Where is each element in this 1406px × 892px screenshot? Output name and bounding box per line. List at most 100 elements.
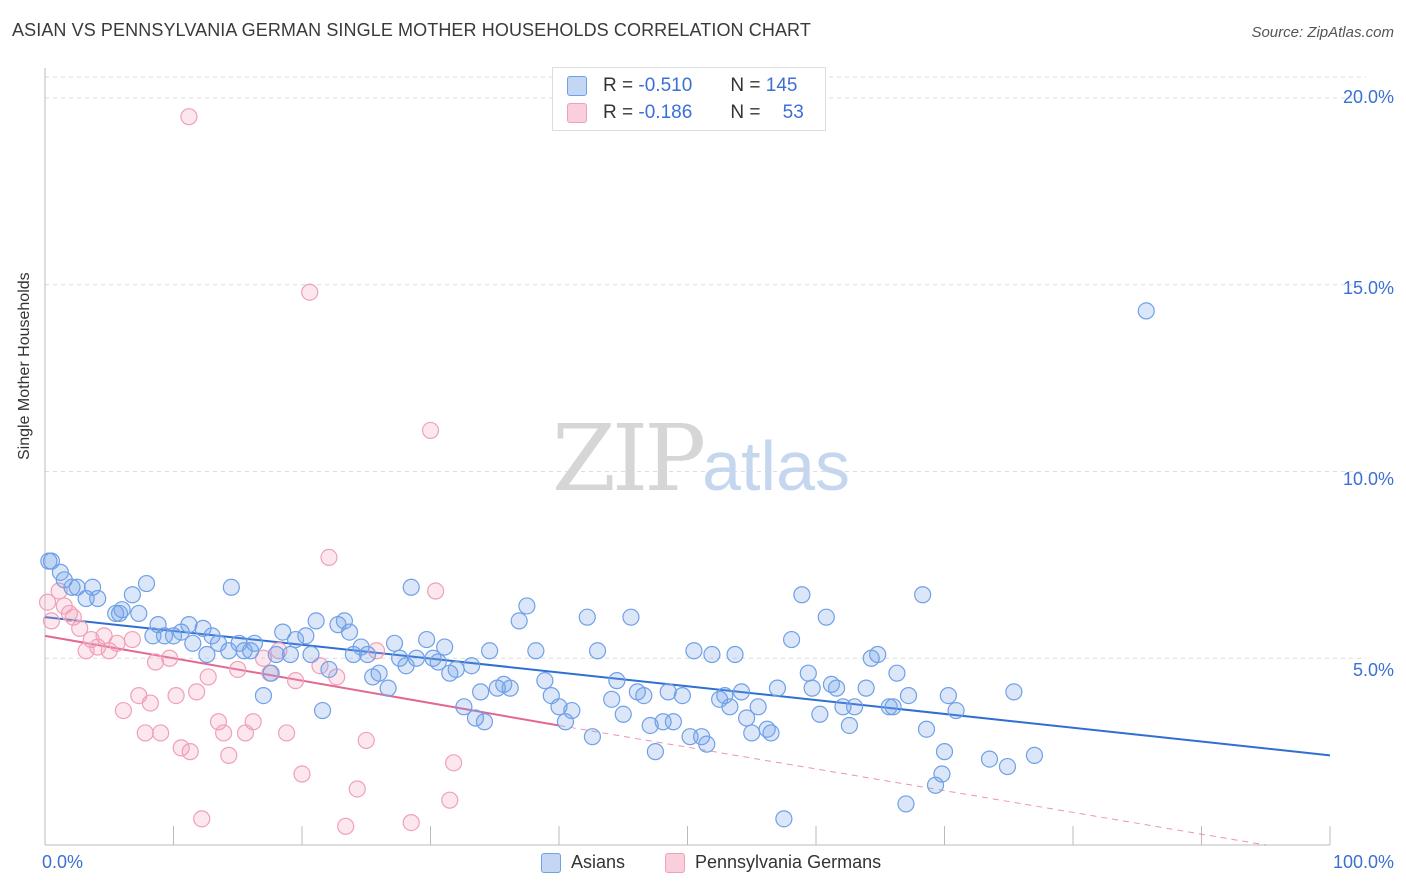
asian-trend-line [44, 616, 1331, 757]
asian-point [935, 743, 954, 761]
asian-n-value: 145 [765, 75, 798, 96]
penn-german-point [337, 817, 355, 835]
penn-german-point [445, 754, 463, 772]
asian-point [799, 664, 817, 682]
asian-point [184, 634, 202, 652]
penn-german-point [277, 724, 296, 742]
penn-german-point [181, 743, 199, 761]
asian-point [455, 698, 473, 716]
asian-point [358, 645, 377, 664]
asian-point [845, 698, 864, 716]
asian-n-label: N = [730, 75, 761, 96]
penn-german-point [209, 713, 228, 731]
asian-point [510, 612, 528, 630]
asian-point [869, 645, 887, 664]
penn-german-point [293, 765, 311, 783]
asian-point [379, 679, 397, 697]
penn-legend-swatch [665, 852, 685, 873]
asian-point [83, 578, 102, 596]
penn-german-point [172, 739, 190, 757]
penn-legend-label: Pennsylvania Germans [695, 852, 882, 872]
asian-point [267, 645, 285, 664]
watermark: ZIPatlas [552, 405, 850, 512]
bottom-legend-penn: Pennsylvania Germans [665, 852, 881, 873]
penn-german-point [146, 653, 165, 671]
penn-german-point [427, 582, 445, 600]
asian-point [726, 645, 744, 664]
penn-german-point [441, 791, 459, 809]
y-tick-20: 20.0% [1342, 87, 1394, 107]
y-tick-15: 15.0% [1342, 278, 1394, 298]
penn-german-point [215, 724, 233, 742]
asian-point [603, 690, 621, 708]
asian-point [501, 679, 519, 697]
penn-german-point [357, 731, 375, 750]
penn-german-point [95, 627, 113, 645]
asian-point [320, 660, 338, 679]
asian-point [155, 627, 174, 645]
asian-point [914, 586, 932, 604]
asian-point [313, 701, 332, 720]
asian-point [664, 713, 682, 731]
penn-german-point [123, 630, 141, 649]
asian-point [245, 634, 264, 652]
penn-german-point [229, 660, 247, 679]
asian-point [917, 720, 936, 738]
watermark-atlas: atlas [702, 427, 851, 505]
penn-german-point [421, 421, 440, 440]
penn-trend-extension [558, 724, 1266, 846]
axes [44, 68, 1331, 846]
penn-german-point [167, 686, 185, 705]
asian-point [436, 638, 454, 656]
asian-point [817, 608, 835, 626]
asian-point [274, 623, 292, 641]
penn-german-point [38, 593, 57, 611]
penn-n-value: 53 [782, 102, 804, 123]
asian-point [811, 705, 829, 723]
asian-point [614, 705, 632, 723]
penn-german-point [193, 810, 211, 828]
asian-point [768, 679, 787, 697]
penn-german-point [301, 283, 319, 301]
asian-point [466, 709, 485, 727]
asian-point [947, 701, 965, 720]
penn-german-point [188, 683, 206, 701]
asian-point [762, 724, 780, 742]
asian-point [286, 630, 305, 649]
legend-row-asian: R = -0.510 N = 145 [567, 74, 797, 98]
asian-point [481, 642, 499, 660]
penn-german-point [50, 582, 68, 600]
y-axis-label: Single Mother Households [16, 272, 33, 460]
asian-point [281, 645, 300, 664]
penn-german-point [244, 713, 262, 731]
asian-point [980, 750, 999, 768]
asian-point [578, 608, 596, 626]
asian-point [123, 586, 141, 604]
asian-r-value: -0.510 [638, 75, 693, 96]
asian-legend-label: Asians [571, 852, 626, 872]
asian-point [472, 683, 490, 701]
penn-german-point [220, 746, 238, 764]
penn-german-point [254, 649, 273, 667]
grid-lines [45, 76, 1366, 659]
asian-point [939, 686, 957, 705]
asian-point [222, 578, 240, 596]
y-tick-5: 5.0% [1352, 660, 1394, 680]
penn-german-point [402, 813, 420, 832]
asian-point [262, 664, 280, 682]
asian-point [42, 552, 61, 570]
source-label: Source: ZipAtlas.com [1251, 24, 1394, 41]
asian-point [827, 679, 846, 697]
penn-german-point [320, 548, 338, 567]
penn-german-point [180, 108, 198, 126]
asian-point [608, 672, 626, 690]
asian-point [897, 795, 915, 813]
asian-point [738, 709, 756, 727]
asian-point [563, 701, 581, 720]
asian-point [402, 578, 420, 596]
asian-point [998, 757, 1017, 776]
asian-point [297, 627, 315, 645]
bottom-legend-asian: Asians [541, 852, 625, 873]
asian-swatch [567, 76, 587, 96]
asian-point [857, 679, 875, 697]
